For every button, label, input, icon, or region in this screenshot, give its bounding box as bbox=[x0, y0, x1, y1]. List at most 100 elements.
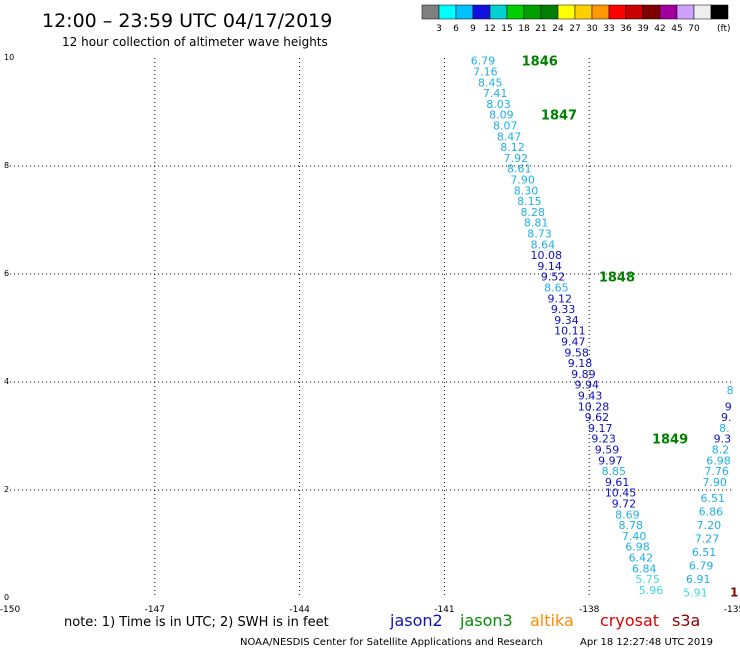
colorbar-tick-label: 39 bbox=[637, 24, 649, 34]
legend-jason3: jason3 bbox=[459, 611, 513, 630]
wave-height-label: 10.45 bbox=[605, 487, 637, 500]
legend-jason2: jason2 bbox=[389, 611, 443, 630]
colorbar-swatch bbox=[438, 4, 457, 20]
footer-timestamp: Apr 18 12:27:48 UTC 2019 bbox=[580, 637, 713, 648]
wave-height-label: 8.09 bbox=[489, 109, 514, 122]
colorbar-swatch bbox=[608, 4, 627, 20]
x-axis-ticks: -150 -147 -144 -141 -138 -135 bbox=[0, 605, 740, 615]
y-axis-ticks: 0 2 4 6 8 10 bbox=[4, 53, 14, 602]
wave-height-label: 7.90 bbox=[702, 476, 727, 489]
colorbar-legend: 3 6 9 12 15 18 21 24 27 30 33 36 39 42 45 70 bbox=[421, 4, 729, 34]
pass-time-labels: 1846 1847 1848 1849 bbox=[522, 55, 689, 448]
wave-height-label: 8.07 bbox=[493, 120, 518, 133]
legend-cryosat: cryosat bbox=[600, 611, 659, 630]
wave-height-label: 10.08 bbox=[530, 249, 562, 262]
wave-height-label: 8.78 bbox=[618, 519, 643, 532]
wave-height-label: 10.28 bbox=[578, 400, 610, 413]
edge-time-label: 1 bbox=[730, 586, 738, 600]
x-tick-label: -147 bbox=[145, 605, 165, 615]
wave-height-label: 5.96 bbox=[639, 584, 664, 597]
colorbar-tick-label: 36 bbox=[620, 24, 632, 34]
colorbar-tick-label: 33 bbox=[603, 24, 614, 34]
wave-height-label: 9.23 bbox=[591, 433, 616, 446]
colorbar-tick-label: 3 bbox=[436, 24, 442, 34]
wave-height-label: 6.51 bbox=[701, 492, 726, 505]
wave-height-label: 7.41 bbox=[483, 87, 508, 100]
pass-time-label: 1849 bbox=[652, 433, 688, 448]
colorbar-tick-label: 21 bbox=[535, 24, 546, 34]
wave-height-label: 9.52 bbox=[541, 271, 566, 284]
wave-height-label: 9 bbox=[725, 400, 732, 413]
colorbar-swatch bbox=[455, 4, 474, 20]
x-tick-label: -150 bbox=[0, 605, 20, 615]
chart-grid bbox=[10, 58, 734, 598]
wave-height-label: 9.94 bbox=[575, 379, 600, 392]
colorbar-tick-label: 12 bbox=[484, 24, 495, 34]
wave-height-label: 6.98 bbox=[625, 541, 650, 554]
wave-height-label: 9.47 bbox=[561, 336, 586, 349]
wave-height-label: 9.58 bbox=[564, 346, 589, 359]
colorbar-swatch bbox=[642, 4, 661, 20]
wave-height-label: 9.61 bbox=[605, 476, 630, 489]
y-tick-label: 0 bbox=[4, 593, 9, 602]
colorbar-swatch bbox=[693, 4, 712, 20]
wave-height-label: 9.62 bbox=[585, 411, 610, 424]
x-tick-label: -141 bbox=[434, 605, 454, 615]
wave-height-label: 8.85 bbox=[602, 465, 627, 478]
colorbar-tick-label: 30 bbox=[586, 24, 598, 34]
wave-height-label: 8 bbox=[727, 384, 734, 397]
y-tick-label: 10 bbox=[4, 53, 14, 62]
wave-height-label: 7.76 bbox=[704, 465, 729, 478]
wave-height-label: 8.47 bbox=[497, 130, 522, 143]
wave-height-label: 8.81 bbox=[524, 217, 549, 230]
wave-height-label: 9.97 bbox=[598, 454, 623, 467]
colorbar-swatch bbox=[506, 4, 525, 20]
wave-height-label: 8.12 bbox=[500, 141, 525, 154]
footer-credit: NOAA/NESDIS Center for Satellite Applica… bbox=[240, 637, 543, 648]
wave-height-label: 7.27 bbox=[695, 533, 720, 546]
colorbar-swatch bbox=[710, 4, 729, 20]
colorbar-tick-label: 15 bbox=[501, 24, 512, 34]
satellite-legend: jason2 jason3 altika cryosat s3a bbox=[389, 611, 700, 630]
wave-height-label: 9.12 bbox=[548, 292, 573, 305]
wave-height-label: 6.86 bbox=[699, 506, 724, 519]
colorbar-swatch bbox=[574, 4, 593, 20]
colorbar-tick-label: 6 bbox=[453, 24, 459, 34]
wave-height-label: 9.34 bbox=[554, 314, 579, 327]
colorbar-tick-label: 70 bbox=[688, 24, 700, 34]
y-tick-label: 8 bbox=[4, 161, 9, 170]
x-tick-label: -144 bbox=[289, 605, 310, 615]
legend-altika: altika bbox=[530, 611, 574, 630]
wave-height-label: 6.51 bbox=[692, 546, 717, 559]
wave-height-label: 5.91 bbox=[683, 587, 708, 600]
wave-height-label: 8.73 bbox=[527, 228, 552, 241]
wave-height-label: 9.59 bbox=[595, 444, 620, 457]
pass-time-label: 1848 bbox=[599, 271, 635, 286]
wave-height-label: 9.89 bbox=[571, 368, 596, 381]
wave-height-label: 8.15 bbox=[517, 195, 542, 208]
colorbar-swatch bbox=[523, 4, 542, 20]
colorbar-tick-label: 24 bbox=[552, 24, 564, 34]
wave-height-label: 9.18 bbox=[568, 357, 593, 370]
wave-height-label: 8.64 bbox=[531, 238, 556, 251]
chart-subtitle: 12 hour collection of altimeter wave hei… bbox=[62, 35, 328, 49]
pass-time-label: 1847 bbox=[541, 109, 577, 124]
colorbar-tick-label: 27 bbox=[569, 24, 580, 34]
wave-height-label: 6.98 bbox=[706, 454, 731, 467]
wave-height-label: 7.20 bbox=[697, 519, 722, 532]
wave-height-label: 8.2 bbox=[712, 444, 730, 457]
colorbar-swatch bbox=[421, 4, 440, 20]
wave-height-label: 8.65 bbox=[544, 282, 569, 295]
wave-height-label: 8.61 bbox=[507, 163, 532, 176]
wave-height-label: 6.91 bbox=[686, 573, 711, 586]
y-tick-label: 6 bbox=[4, 269, 9, 278]
wave-height-label: 6.79 bbox=[689, 560, 714, 573]
pass-time-label: 1846 bbox=[522, 55, 558, 70]
wave-height-label: 9.33 bbox=[551, 303, 576, 316]
wave-height-label: 7.16 bbox=[473, 66, 498, 79]
wave-height-label: 7.90 bbox=[510, 174, 535, 187]
colorbar-tick-label: 9 bbox=[470, 24, 476, 34]
wave-height-label: 9. bbox=[721, 411, 732, 424]
wave-height-label: 9.14 bbox=[537, 260, 562, 273]
